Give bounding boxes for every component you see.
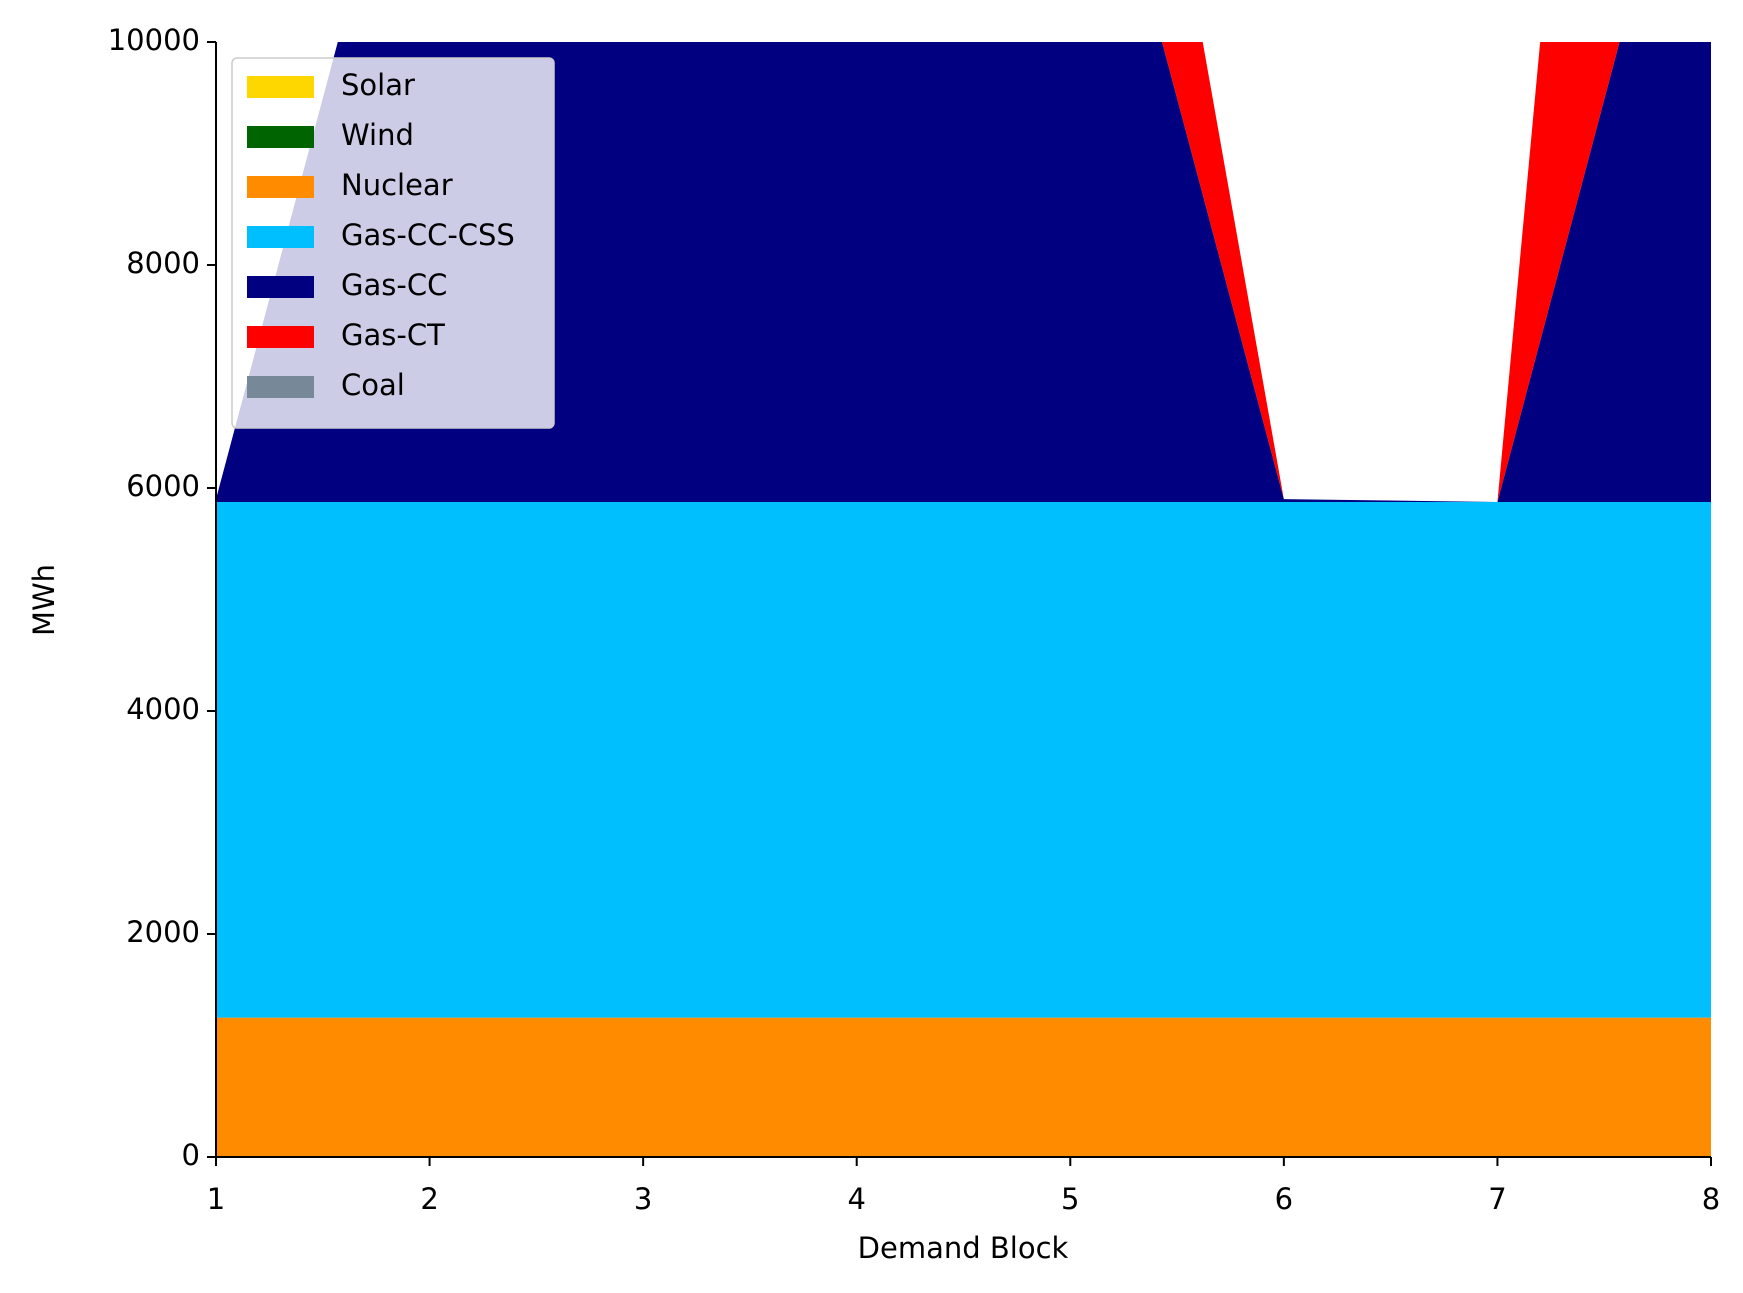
- x-tick-label: 4: [847, 1182, 865, 1216]
- x-tick-label: 6: [1275, 1182, 1293, 1216]
- area: [216, 501, 1711, 1018]
- legend-swatch: [247, 226, 314, 248]
- x-tick-label: 1: [207, 1182, 225, 1216]
- y-tick-label: 4000: [126, 692, 200, 726]
- x-tick-label: 8: [1702, 1182, 1720, 1216]
- legend-label: Gas-CC-CSS: [341, 218, 515, 252]
- legend-label: Gas-CC: [341, 268, 447, 302]
- x-axis-label: Demand Block: [858, 1231, 1069, 1265]
- legend-swatch: [247, 176, 314, 198]
- y-tick-label: 0: [182, 1138, 200, 1172]
- legend-label: Gas-CT: [341, 318, 445, 352]
- area: [216, 1017, 1711, 1157]
- legend-label: Nuclear: [341, 168, 453, 202]
- axes: 0 2000 4000 6000 8000 10000 1 2 3 4 5 6 7 8: [108, 23, 1720, 1216]
- legend: Solar Wind Nuclear Gas-CC-CSS Gas-CC Gas-CT Co…: [231, 57, 555, 429]
- x-tick-label: 3: [634, 1182, 652, 1216]
- y-axis-label: MWh: [27, 564, 61, 636]
- y-tick-label: 10000: [108, 23, 200, 57]
- x-tick-label: 2: [420, 1182, 438, 1216]
- legend-swatch: [247, 126, 314, 148]
- legend-swatch: [247, 276, 314, 298]
- y-tick-label: 8000: [126, 246, 200, 280]
- legend-swatch: [247, 376, 314, 398]
- y-tick-label: 6000: [126, 469, 200, 503]
- legend-swatch: [247, 76, 314, 98]
- legend-swatch: [247, 326, 314, 348]
- x-tick-label: 5: [1061, 1182, 1079, 1216]
- area: [216, 42, 1711, 502]
- y-tick-label: 2000: [126, 915, 200, 949]
- legend-label: Solar: [341, 68, 415, 102]
- legend-label: Coal: [341, 368, 405, 402]
- legend-label: Wind: [341, 118, 414, 152]
- plot-area: [216, 42, 1711, 1157]
- x-tick-label: 7: [1488, 1182, 1506, 1216]
